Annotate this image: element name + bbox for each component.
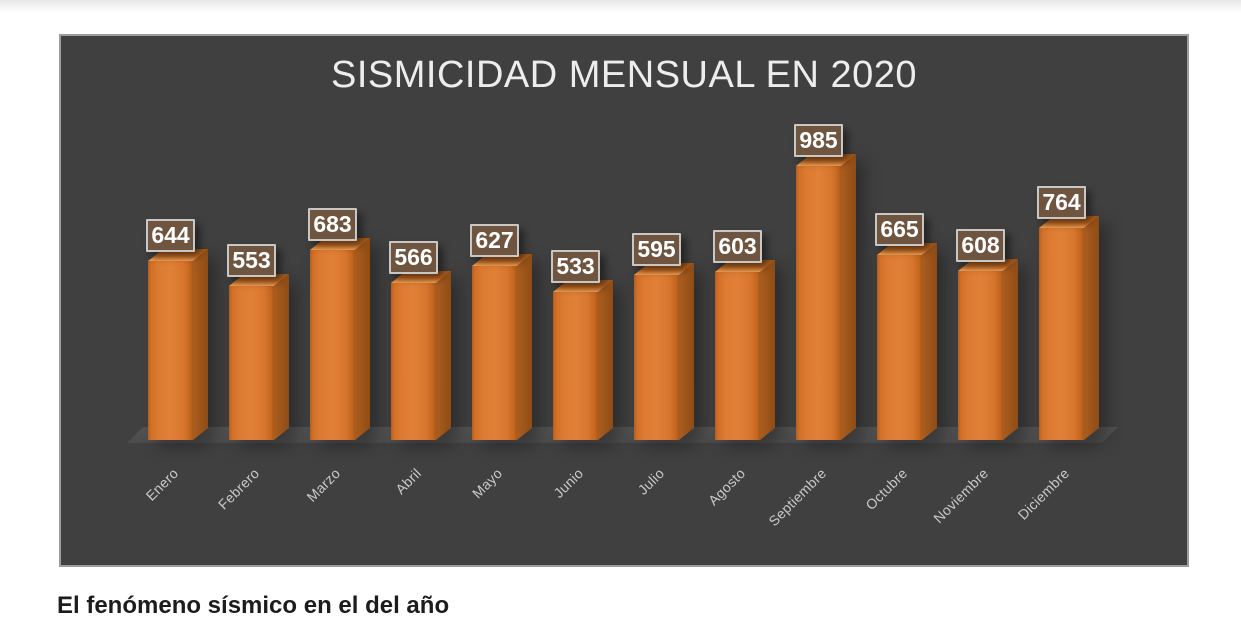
bar-side-face xyxy=(193,248,208,440)
bar-side-face xyxy=(1084,215,1099,440)
bar-side-face xyxy=(355,237,370,440)
data-label-octubre: 665 xyxy=(875,213,924,246)
bar-side-face xyxy=(598,279,613,440)
data-label-diciembre: 764 xyxy=(1037,186,1086,219)
bar-front-face xyxy=(1039,228,1084,440)
bar-enero[interactable] xyxy=(148,248,208,440)
data-label-abril: 566 xyxy=(389,241,438,274)
data-label-julio: 595 xyxy=(632,233,681,266)
bar-front-face xyxy=(310,250,355,440)
bar-abril[interactable] xyxy=(391,270,451,440)
caption: El fenómeno sísmico en el del año xyxy=(57,592,450,619)
data-label-marzo: 683 xyxy=(308,208,357,241)
bar-front-face xyxy=(391,283,436,440)
bar-diciembre[interactable] xyxy=(1039,215,1099,440)
data-label-junio: 533 xyxy=(551,250,600,283)
data-label-septiembre: 985 xyxy=(794,124,843,157)
bar-side-face xyxy=(679,262,694,440)
data-label-mayo: 627 xyxy=(470,224,519,257)
bar-julio[interactable] xyxy=(634,262,694,440)
bar-side-face xyxy=(841,153,856,440)
bar-front-face xyxy=(472,266,517,440)
bar-front-face xyxy=(553,292,598,440)
chart-title: SISMICIDAD MENSUAL EN 2020 xyxy=(331,54,917,96)
bar-agosto[interactable] xyxy=(715,259,775,440)
page: SISMICIDAD MENSUAL EN 2020 644 Enero 553 Fe… xyxy=(0,0,1241,619)
bar-marzo[interactable] xyxy=(310,237,370,440)
bar-side-face xyxy=(1003,258,1018,440)
bar-front-face xyxy=(796,166,841,440)
page-top-edge xyxy=(0,0,1241,14)
bar-front-face xyxy=(877,255,922,440)
bar-mayo[interactable] xyxy=(472,253,532,440)
bar-side-face xyxy=(436,270,451,440)
data-label-agosto: 603 xyxy=(713,230,762,263)
data-label-enero: 644 xyxy=(146,219,195,252)
bar-front-face xyxy=(148,261,193,440)
bar-febrero[interactable] xyxy=(229,273,289,440)
bar-front-face xyxy=(958,271,1003,440)
bar-octubre[interactable] xyxy=(877,242,937,440)
data-label-febrero: 553 xyxy=(227,244,276,277)
bar-noviembre[interactable] xyxy=(958,258,1018,440)
data-label-noviembre: 608 xyxy=(956,229,1005,262)
bar-junio[interactable] xyxy=(553,279,613,440)
bar-septiembre[interactable] xyxy=(796,153,856,440)
bar-side-face xyxy=(922,242,937,440)
bar-side-face xyxy=(274,273,289,440)
bar-side-face xyxy=(760,259,775,440)
bar-front-face xyxy=(634,275,679,440)
bar-side-face xyxy=(517,253,532,440)
bar-front-face xyxy=(715,272,760,440)
bar-front-face xyxy=(229,286,274,440)
